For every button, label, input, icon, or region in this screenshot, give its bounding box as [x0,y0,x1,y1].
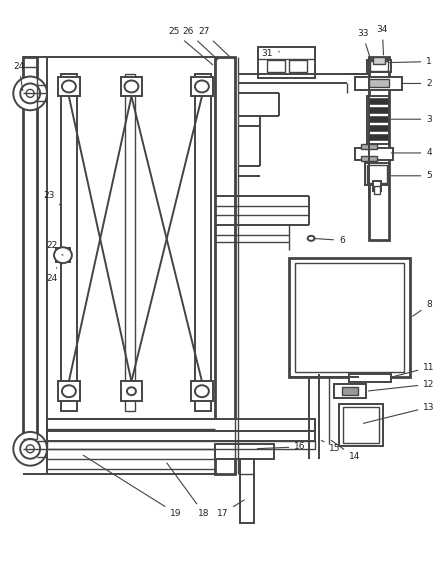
Text: 16: 16 [257,442,306,452]
Bar [355,77,403,90]
Text: 3: 3 [391,115,432,124]
Bar [349,374,391,382]
Bar [370,61,388,70]
Ellipse shape [195,81,209,93]
Text: 24: 24 [13,62,25,91]
Text: 19: 19 [83,455,182,518]
Ellipse shape [127,387,136,395]
Bar [56,248,70,262]
Circle shape [13,77,47,110]
Bar [120,77,142,97]
Bar [240,459,254,523]
Bar [295,263,404,373]
Text: 14: 14 [331,440,360,461]
Bar [58,77,80,97]
Text: 22: 22 [46,241,63,255]
Text: 31: 31 [261,49,279,58]
Bar [125,73,135,411]
Text: 11: 11 [393,363,435,377]
Circle shape [20,439,40,459]
Bar [47,441,315,449]
Bar [373,57,385,64]
Bar [369,57,389,240]
Text: 24: 24 [46,268,57,282]
Text: 33: 33 [357,30,370,57]
Text: 12: 12 [368,380,434,391]
Text: 23: 23 [43,191,61,206]
Bar [289,258,410,377]
Bar [355,148,392,160]
Bar [58,381,80,401]
Text: 34: 34 [377,26,388,55]
Bar [23,57,37,444]
Text: 4: 4 [391,148,432,157]
Text: 5: 5 [391,172,432,180]
Bar [195,73,211,411]
Text: 25: 25 [168,27,213,65]
Bar [368,98,388,105]
Bar [367,165,387,183]
Bar [334,385,366,398]
Bar [373,181,381,191]
Bar [268,60,285,72]
Bar [367,97,389,144]
Bar [120,381,142,401]
Ellipse shape [62,81,76,93]
Bar [361,144,377,149]
Text: 27: 27 [198,27,230,57]
Ellipse shape [307,236,314,241]
Ellipse shape [124,81,138,93]
Text: 26: 26 [182,27,218,60]
Text: 18: 18 [167,463,209,518]
Bar [343,407,378,443]
Text: 17: 17 [217,500,244,518]
Bar [367,60,391,72]
Bar [368,107,388,113]
Circle shape [20,83,40,103]
Ellipse shape [195,385,209,397]
Bar [361,156,377,161]
Bar [374,186,380,194]
Text: 13: 13 [364,403,435,423]
Bar [61,73,77,411]
Ellipse shape [62,385,76,397]
Circle shape [26,445,34,453]
Text: 1: 1 [389,57,432,66]
Bar [289,60,307,72]
Bar [368,116,388,122]
Bar [191,381,213,401]
Bar [258,47,315,78]
Bar [47,431,315,441]
Text: 8: 8 [413,300,432,316]
Bar [47,419,315,431]
Bar [365,163,389,185]
Ellipse shape [54,247,72,263]
Bar [342,387,358,395]
Circle shape [26,89,34,97]
Bar [191,77,213,97]
Bar [339,404,383,446]
Bar [215,444,274,459]
Text: 6: 6 [314,236,345,245]
Text: 15: 15 [321,440,340,453]
Bar [368,134,388,140]
Circle shape [13,432,47,466]
Text: 2: 2 [401,79,432,88]
Bar [215,57,235,474]
Bar [369,80,389,87]
Bar [368,125,388,131]
